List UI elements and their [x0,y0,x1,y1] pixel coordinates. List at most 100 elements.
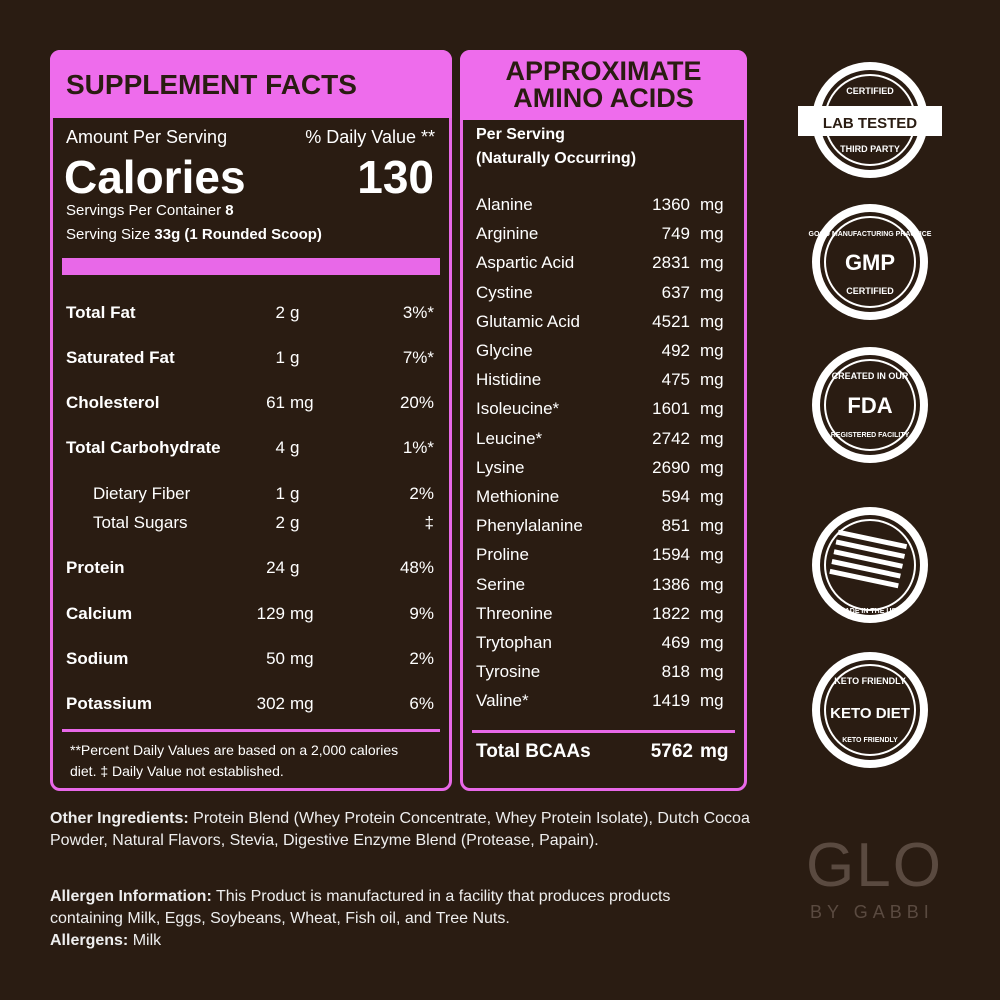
badge-inner-ring [824,359,916,451]
amino-name: Serine [476,574,526,594]
label: (Naturally Occurring) [476,150,637,167]
nutrient-amount: 2 [275,303,285,322]
nutrient-unit: g [290,303,300,322]
amino-name: Isoleucine* [476,399,560,419]
label: % Daily Value ** [305,127,435,147]
daily-value: 2% [409,484,434,503]
label: Allergens: [50,932,129,949]
nutrient-amount: 61 [266,393,285,412]
total-name: Total BCAAs [476,741,591,762]
badge-ring [812,62,928,178]
badge-ring [812,652,928,768]
text: This Product is manufactured in a facili… [50,888,671,927]
nutrient-name: Potassium [66,694,152,713]
value: 33g (1 Rounded Scoop) [154,226,322,243]
badge-main: FDA [847,393,892,418]
badge-bottom: KETO FRIENDLY [842,737,898,744]
nutrient-name: Sodium [66,649,129,668]
amino-amount: 818 [661,662,690,682]
divider [472,730,735,733]
flag-stripe [833,549,903,569]
badge-inner [820,355,920,455]
label: Amount Per Serving [66,127,228,147]
calories: 130 [357,151,434,203]
nutrient-name: Saturated Fat [66,348,175,367]
nutrient-name: Calcium [66,604,133,623]
amino-amount: 2742 [652,428,690,448]
amino-amount: 475 [661,370,690,390]
badge-bottom: REGISTERED FACILITY [831,432,910,439]
amino-name: Threonine [476,603,553,623]
nutrient-name: Total Carbohydrate [66,438,221,457]
amino-unit: mg [700,457,724,477]
nutrient-unit: g [290,513,300,532]
amino-name: Trytophan [476,633,552,652]
nutrient-amount: 129 [256,604,285,623]
amino-amount: 1822 [652,603,690,623]
badge-inner [820,212,920,312]
amino-name: Phenylalanine [476,516,583,536]
allergens: Allergens: Milk [50,930,750,952]
title: SUPPLEMENT FACTS [66,69,357,100]
nutrient-unit: g [290,484,300,503]
amino-amount: 1594 [652,545,690,565]
nutrient-amount: 1 [275,348,285,367]
other-ingredients: Other Ingredients: Protein Blend (Whey P… [50,808,750,852]
daily-value: ‡ [424,513,434,532]
nutrient-name: Cholesterol [66,393,160,412]
badge-ring [812,204,928,320]
badge-inner-ring [824,216,916,308]
nutrient-unit: mg [290,393,314,412]
amino-name: Proline [476,545,529,565]
total-unit: mg [700,741,729,762]
allergen-info: Allergen Information: This Product is ma… [50,886,730,930]
amino-amount: 1419 [652,691,690,711]
text: Milk [132,932,162,949]
amino-unit: mg [700,487,724,506]
title-line: APPROXIMATE [505,56,702,86]
amino-amount: 594 [661,487,690,506]
daily-value: 2% [409,649,434,668]
nutrient-amount: 24 [266,558,285,577]
badge-bottom: THIRD PARTY [840,144,900,154]
badge-top: CREATED IN OUR [832,371,909,381]
amino-name: Methionine [476,487,560,506]
nutrient-amount: 302 [256,694,285,713]
amino-unit: mg [700,662,724,682]
amino-unit: mg [700,633,724,652]
badge-inner [820,70,920,170]
label: Serving Size [66,226,151,243]
logo: GLO [806,831,943,900]
badge-inner [820,515,920,615]
flag-stripe [831,559,901,579]
daily-value: 20% [399,393,434,412]
amino-unit: mg [700,195,724,214]
badge-top: GOOD MANUFACTURING PRACTICE [809,231,932,238]
amino-name: Aspartic Acid [476,253,575,273]
total-amount: 5762 [650,741,693,762]
amino-name: Alanine [476,195,533,214]
badge-inner-ring [824,664,916,756]
amino-unit: mg [700,253,724,273]
amino-amount: 1386 [652,574,690,594]
label: Servings Per Container [66,202,222,219]
nutrient-unit: g [290,348,300,367]
badge-inner-ring [824,519,916,611]
title-line: AMINO ACIDS [513,83,694,113]
servings: Servings Per Container 8 [66,202,234,219]
amino-unit: mg [700,370,724,390]
flag-stripe [835,539,906,559]
nutrient-name: Total Sugars [93,513,188,532]
amino-amount: 851 [661,516,690,536]
flag-stripe [837,529,908,550]
nutrient-amount: 4 [275,438,285,457]
label: Other Ingredients: [50,810,189,827]
serving-size: Serving Size 33g (1 Rounded Scoop) [66,226,322,243]
amino-header: APPROXIMATE AMINO ACIDS [460,50,747,120]
nutrient-unit: mg [290,694,314,713]
nutrient-amount: 50 [266,649,285,668]
amino-unit: mg [700,603,724,623]
nutrient-unit: mg [290,649,314,668]
text: Protein Blend (Whey Protein Concentrate,… [50,810,750,849]
footnote: **Percent Daily Values are based on a 2,… [70,742,399,779]
